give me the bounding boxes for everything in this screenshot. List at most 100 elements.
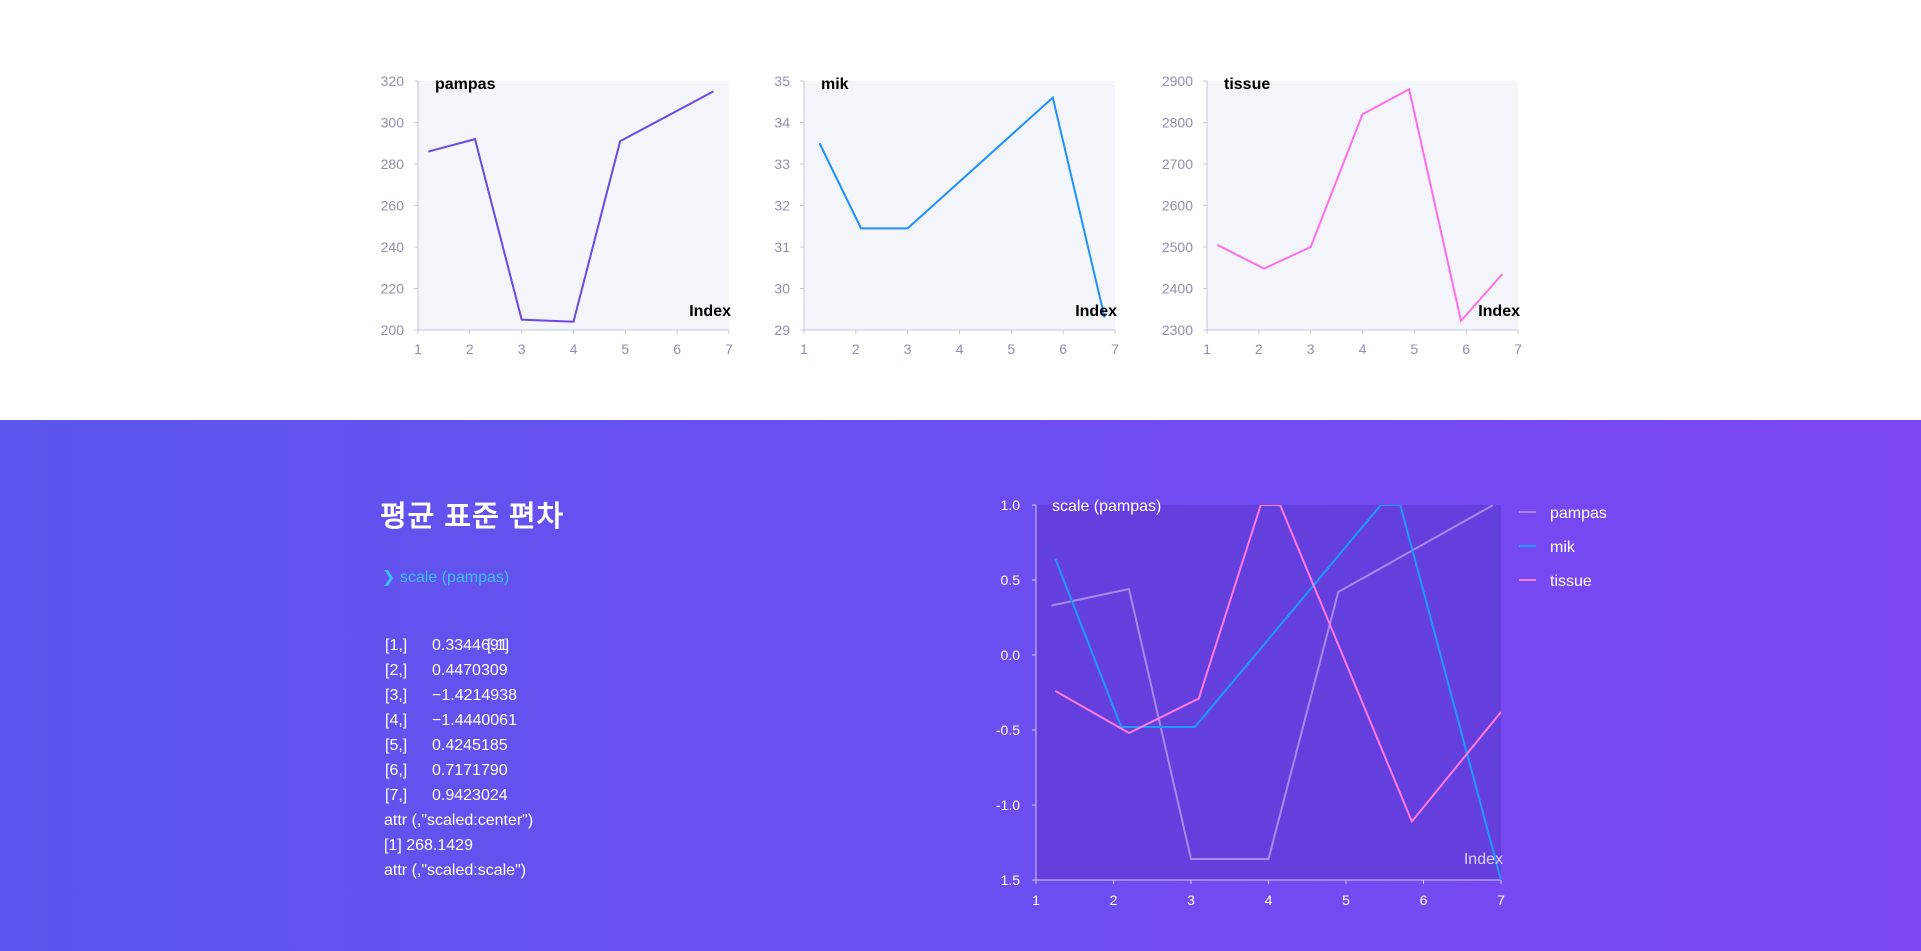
legend-label-pampas: pampas [1550, 505, 1607, 522]
section-title: 평균 표준 편차 [380, 501, 565, 533]
x-tick-label: 7 [1514, 341, 1522, 357]
scale-chart-svg: 1.0 0.5 0.0 -0.5 -1.0 1.5 1 2 3 4 5 6 7 scale (pampas… [996, 497, 1607, 908]
row-index: [3,] [385, 687, 408, 704]
row-value: 0.9423024 [432, 787, 508, 804]
x-tick-label: 6 [1059, 341, 1067, 357]
x-tick-label: 6 [1420, 892, 1428, 908]
row-index: [7,] [385, 787, 408, 804]
y-tick-label: 35 [774, 73, 790, 89]
y-tick-label: 31 [774, 239, 790, 255]
console-output: [,1] [1,] 0.3344691 [2,] 0.4470309 [3,] −1.… [384, 608, 533, 883]
x-tick-label: 3 [518, 341, 526, 357]
y-tick-label: 34 [774, 115, 790, 131]
series-line-mik [818, 95, 1106, 318]
console-center-value: [1] 268.1429 [384, 837, 473, 854]
console-row: [7,] 0.9423024 [384, 783, 533, 808]
y-tick-label: 2300 [1162, 322, 1193, 338]
x-tick-label: 1 [800, 341, 808, 357]
x-tick-label: 4 [956, 341, 964, 357]
x-axis-label: Index [1478, 303, 1520, 320]
x-axis-label: Index [1464, 851, 1503, 868]
y-tick-label: 1.5 [1001, 872, 1021, 888]
console-row: [6,] 0.7171790 [384, 758, 533, 783]
top-charts-area: 320 300 280 260 240 220 200 1 2 3 4 5 6 7 pampas Index 3… [0, 0, 1921, 420]
y-tick-label: 320 [381, 73, 405, 89]
row-index: [5,] [385, 737, 408, 754]
x-tick-label: 5 [1410, 341, 1418, 357]
series-line-tissue [1216, 87, 1504, 323]
row-index: [6,] [385, 762, 408, 779]
column-header: [,1] [487, 637, 510, 654]
plot-background [804, 81, 1115, 330]
row-value: 0.3344691 [432, 637, 508, 654]
y-tick-label: -0.5 [996, 722, 1020, 738]
console-row: [4,] −1.4440061 [384, 708, 533, 733]
y-tick-label: 2900 [1162, 73, 1193, 89]
scale-section: 평균 표준 편차 ❯ scale (pampas) [,1] [1,] 0.334… [0, 420, 1921, 951]
x-tick-label: 5 [1342, 892, 1350, 908]
y-tick-label: 260 [381, 198, 405, 214]
row-index: [4,] [385, 712, 408, 729]
x-tick-label: 1 [1203, 341, 1211, 357]
x-tick-label: 3 [1307, 341, 1315, 357]
x-tick-label: 7 [725, 341, 733, 357]
x-tick-label: 6 [1462, 341, 1470, 357]
x-tick-label: 3 [904, 341, 912, 357]
y-tick-label: 2400 [1162, 281, 1193, 297]
console-row: [2,] 0.4470309 [384, 658, 533, 683]
x-tick-label: 4 [1265, 892, 1273, 908]
x-tick-label: 2 [852, 341, 860, 357]
x-tick-label: 7 [1497, 892, 1505, 908]
x-tick-label: 4 [1359, 341, 1367, 357]
chart-title: scale (pampas) [1052, 498, 1161, 515]
x-tick-label: 1 [414, 341, 422, 357]
legend-label-mik: mik [1550, 539, 1576, 556]
x-tick-label: 2 [466, 341, 474, 357]
console-header-row: [,1] [384, 608, 533, 654]
y-tick-label: -1.0 [996, 797, 1020, 813]
y-tick-label: 2700 [1162, 156, 1193, 172]
row-value: 0.7171790 [432, 762, 508, 779]
y-tick-label: 240 [381, 239, 405, 255]
series-line-pampas [1051, 505, 1494, 860]
row-index: [2,] [385, 662, 408, 679]
x-tick-label: 1 [1032, 892, 1040, 908]
series-line-mik [1054, 505, 1501, 880]
row-value: 0.4470309 [432, 662, 508, 679]
scaled-line-chart: 1.0 0.5 0.0 -0.5 -1.0 1.5 1 2 3 4 5 6 7 scale (pampas… [996, 497, 1505, 908]
y-tick-label: 300 [381, 115, 405, 131]
y-tick-label: 2500 [1162, 239, 1193, 255]
x-tick-label: 3 [1187, 892, 1195, 908]
y-tick-label: 0.0 [1001, 647, 1021, 663]
line-chart-pampas: 320 300 280 260 240 220 200 1 2 3 4 5 6 7 pampas Index [381, 73, 733, 357]
chart-title: pampas [435, 76, 496, 93]
x-tick-label: 2 [1110, 892, 1118, 908]
chart-title: tissue [1224, 76, 1270, 93]
x-tick-label: 7 [1111, 341, 1119, 357]
row-value: 0.4245185 [432, 737, 508, 754]
series-line-pampas [428, 90, 714, 323]
y-tick-label: 30 [774, 281, 790, 297]
x-tick-label: 6 [673, 341, 681, 357]
console-row: [3,] −1.4214938 [384, 683, 533, 708]
code-prompt: ❯ scale (pampas) [382, 569, 510, 586]
x-tick-label: 5 [1007, 341, 1015, 357]
legend: pampas mik tissue [1519, 505, 1607, 590]
line-chart-tissue: 2900 2800 2700 2600 2500 2400 2300 1 2 3 4 5 6 7 tissu… [1162, 73, 1522, 357]
y-tick-label: 2600 [1162, 198, 1193, 214]
y-tick-label: 32 [774, 198, 790, 214]
y-tick-label: 0.5 [1001, 572, 1021, 588]
console-row: [1,] 0.3344691 [384, 633, 533, 658]
plot-background [418, 81, 729, 330]
plot-background [1036, 505, 1501, 880]
x-tick-label: 2 [1255, 341, 1263, 357]
console-row: [5,] 0.4245185 [384, 733, 533, 758]
console-attr-line: attr (,"scaled:scale") [384, 862, 527, 879]
x-axis-label: Index [1075, 303, 1117, 320]
x-tick-label: 4 [570, 341, 578, 357]
y-tick-label: 2800 [1162, 115, 1193, 131]
row-value: −1.4214938 [432, 687, 517, 704]
y-tick-label: 220 [381, 281, 405, 297]
